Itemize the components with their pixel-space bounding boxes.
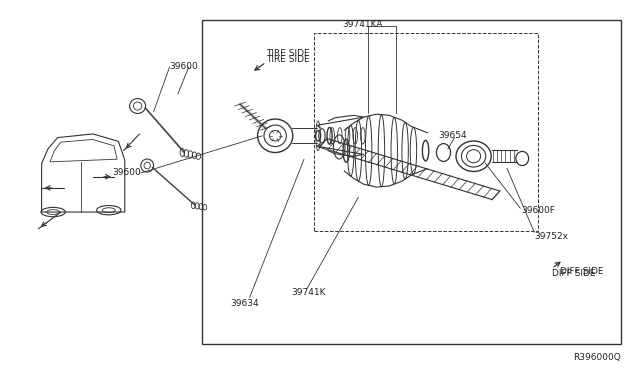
Text: TIRE SIDE: TIRE SIDE: [266, 49, 309, 58]
Text: 39600F: 39600F: [522, 206, 556, 215]
Text: DIFF SIDE: DIFF SIDE: [560, 267, 604, 276]
Text: 39654: 39654: [438, 131, 467, 140]
Bar: [314, 33, 538, 231]
Text: 39600: 39600: [112, 169, 141, 177]
Text: 39741KA: 39741KA: [342, 20, 383, 29]
Text: 39634: 39634: [230, 299, 259, 308]
Text: 39741K: 39741K: [291, 288, 326, 296]
Text: 39752x: 39752x: [534, 232, 568, 241]
Bar: [202, 20, 621, 344]
Text: 39600: 39600: [170, 62, 198, 71]
Text: DIFF SIDE: DIFF SIDE: [552, 269, 595, 278]
Text: R396000Q: R396000Q: [573, 353, 621, 362]
Text: TIRE SIDE: TIRE SIDE: [266, 55, 309, 64]
